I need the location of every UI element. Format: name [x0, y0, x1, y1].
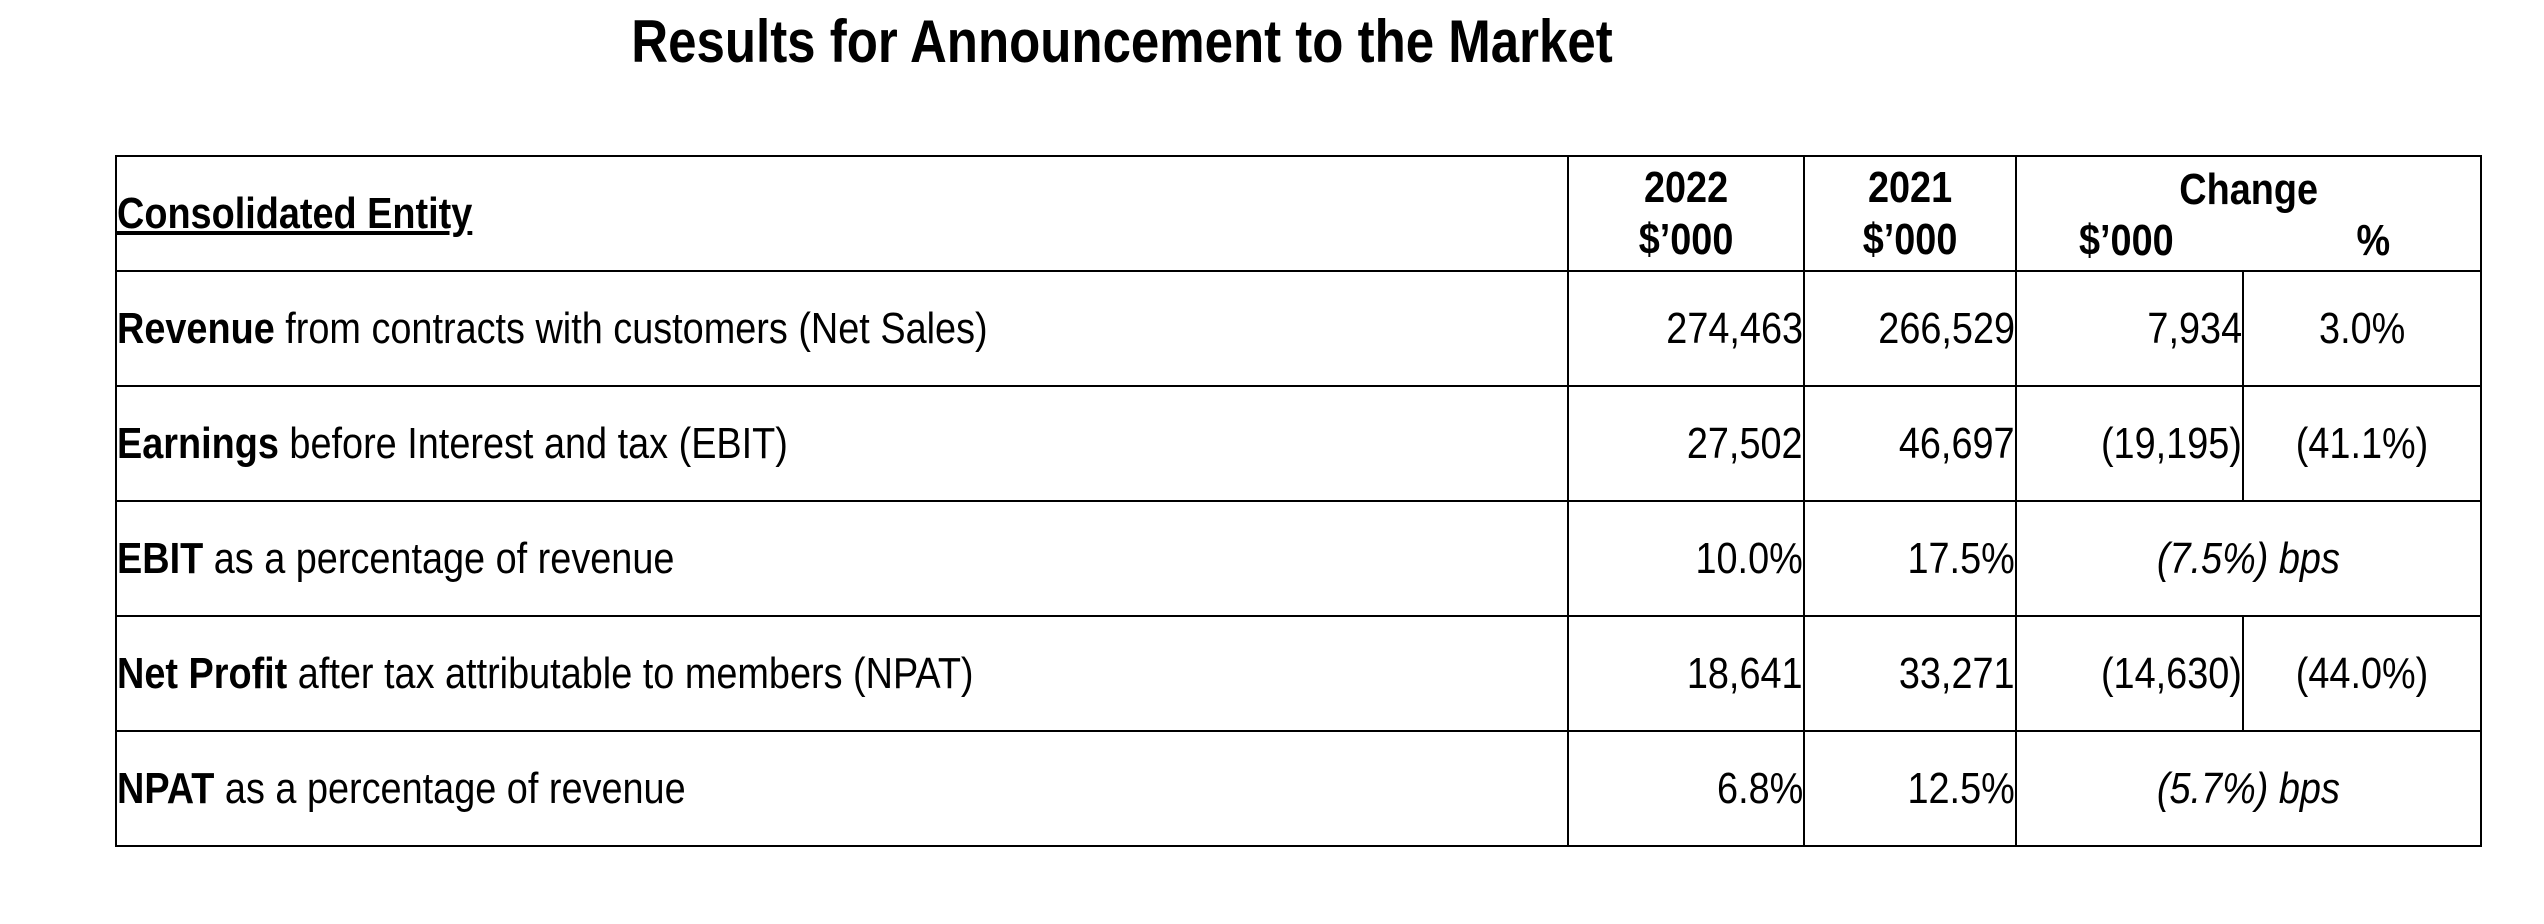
results-table: Consolidated Entity 2022 $’000 2021 $’000 …	[115, 155, 2482, 847]
change-pct: (44.0%)	[2242, 615, 2482, 732]
value-2022: 10.0%	[1567, 500, 1805, 617]
row-label: NPAT as a percentage of revenue	[115, 730, 1569, 847]
header-2021: 2021 $’000	[1803, 155, 2017, 272]
header-change-dollar-unit: $’000	[2079, 216, 2174, 265]
change-dollar: (19,195)	[2015, 385, 2244, 502]
row-label-rest: as a percentage of revenue	[203, 533, 675, 583]
row-label-bold: NPAT	[117, 763, 215, 813]
change-dollar: (14,630)	[2015, 615, 2244, 732]
value-2022: 6.8%	[1567, 730, 1805, 847]
consolidated-entity-label: Consolidated Entity	[117, 188, 473, 238]
value-2021: 33,271	[1803, 615, 2017, 732]
header-2021-year: 2021	[1867, 162, 1953, 212]
page-title: Results for Announcement to the Market	[0, 2, 2244, 82]
row-label: Net Profit after tax attributable to mem…	[115, 615, 1569, 732]
change-bps: (5.7%) bps	[2015, 730, 2482, 847]
value-2021: 46,697	[1803, 385, 2017, 502]
row-label-bold: Revenue	[117, 303, 275, 353]
header-change-pct-unit: %	[2356, 216, 2390, 265]
header-change: Change $’000 %	[2015, 155, 2482, 272]
row-label-rest: from contracts with customers (Net Sales…	[274, 303, 988, 353]
value-2022: 18,641	[1567, 615, 1805, 732]
value-2022: 274,463	[1567, 270, 1805, 387]
row-label-bold: EBIT	[117, 533, 204, 583]
table-header-row: Consolidated Entity 2022 $’000 2021 $’000 …	[115, 155, 2482, 272]
row-label-rest: after tax attributable to members (NPAT)	[287, 648, 974, 698]
row-label: Revenue from contracts with customers (N…	[115, 270, 1569, 387]
table-row-npat: Net Profit after tax attributable to mem…	[115, 615, 2482, 732]
table-row-npat-margin: NPAT as a percentage of revenue 6.8% 12.…	[115, 730, 2482, 847]
row-label: EBIT as a percentage of revenue	[115, 500, 1569, 617]
consolidated-entity-header: Consolidated Entity	[115, 155, 1569, 272]
header-2022: 2022 $’000	[1567, 155, 1805, 272]
header-change-title: Change	[2179, 165, 2318, 214]
change-dollar: 7,934	[2015, 270, 2244, 387]
table-row-ebit: Earnings before Interest and tax (EBIT) …	[115, 385, 2482, 502]
value-2022: 27,502	[1567, 385, 1805, 502]
header-2022-unit: $’000	[1638, 214, 1734, 264]
value-2021: 12.5%	[1803, 730, 2017, 847]
row-label-rest: as a percentage of revenue	[214, 763, 686, 813]
row-label-bold: Net Profit	[117, 648, 288, 698]
row-label-bold: Earnings	[117, 418, 279, 468]
value-2021: 266,529	[1803, 270, 2017, 387]
header-2022-year: 2022	[1643, 162, 1729, 212]
table-row-ebit-margin: EBIT as a percentage of revenue 10.0% 17…	[115, 500, 2482, 617]
change-pct: (41.1%)	[2242, 385, 2482, 502]
header-2021-unit: $’000	[1862, 214, 1958, 264]
row-label: Earnings before Interest and tax (EBIT)	[115, 385, 1569, 502]
table-row-revenue: Revenue from contracts with customers (N…	[115, 270, 2482, 387]
change-bps: (7.5%) bps	[2015, 500, 2482, 617]
page-title-text: Results for Announcement to the Market	[631, 8, 1613, 75]
row-label-rest: before Interest and tax (EBIT)	[278, 418, 788, 468]
value-2021: 17.5%	[1803, 500, 2017, 617]
change-pct: 3.0%	[2242, 270, 2482, 387]
